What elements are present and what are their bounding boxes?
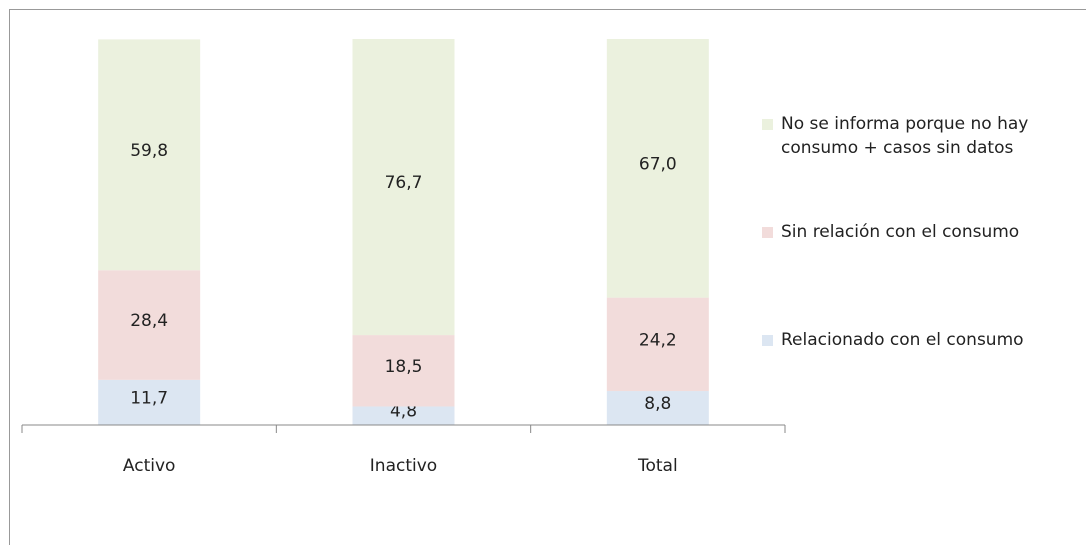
bar-segment <box>98 270 201 380</box>
frame <box>9 9 1086 545</box>
value-label: 18,5 <box>385 357 423 377</box>
bar-segment <box>98 39 201 271</box>
value-label: 24,2 <box>639 330 677 350</box>
legend-item: No se informa porque no hay consumo + ca… <box>762 112 1072 160</box>
value-label: 28,4 <box>130 311 168 331</box>
x-tick-label: Activo <box>123 456 176 476</box>
legend-item: Sin relación con el consumo <box>762 220 1072 244</box>
legend-label: Relacionado con el consumo <box>781 330 1024 350</box>
bar-segment <box>606 39 709 298</box>
legend-swatch <box>762 119 773 130</box>
x-tick-label: Total <box>637 456 678 476</box>
bar-segment <box>98 379 201 425</box>
value-label: 67,0 <box>639 154 677 174</box>
value-label: 59,8 <box>130 141 168 161</box>
legend-swatch <box>762 335 773 346</box>
bar-segment <box>606 391 709 425</box>
value-label: 8,8 <box>644 394 671 414</box>
bar-segment <box>352 335 455 407</box>
value-label: 76,7 <box>385 173 423 193</box>
legend-label: Sin relación con el consumo <box>781 222 1020 242</box>
legend-swatch <box>762 227 773 238</box>
bar-segment <box>606 297 709 392</box>
value-label: 11,7 <box>130 388 168 408</box>
legend-label: No se informa porque no hay consumo + ca… <box>781 114 1029 158</box>
bar-segment <box>352 39 455 336</box>
legend-item: Relacionado con el consumo <box>762 328 1072 352</box>
x-tick-label: Inactivo <box>370 456 437 476</box>
bar-segment <box>352 406 455 425</box>
value-label: 4,8 <box>390 402 417 422</box>
